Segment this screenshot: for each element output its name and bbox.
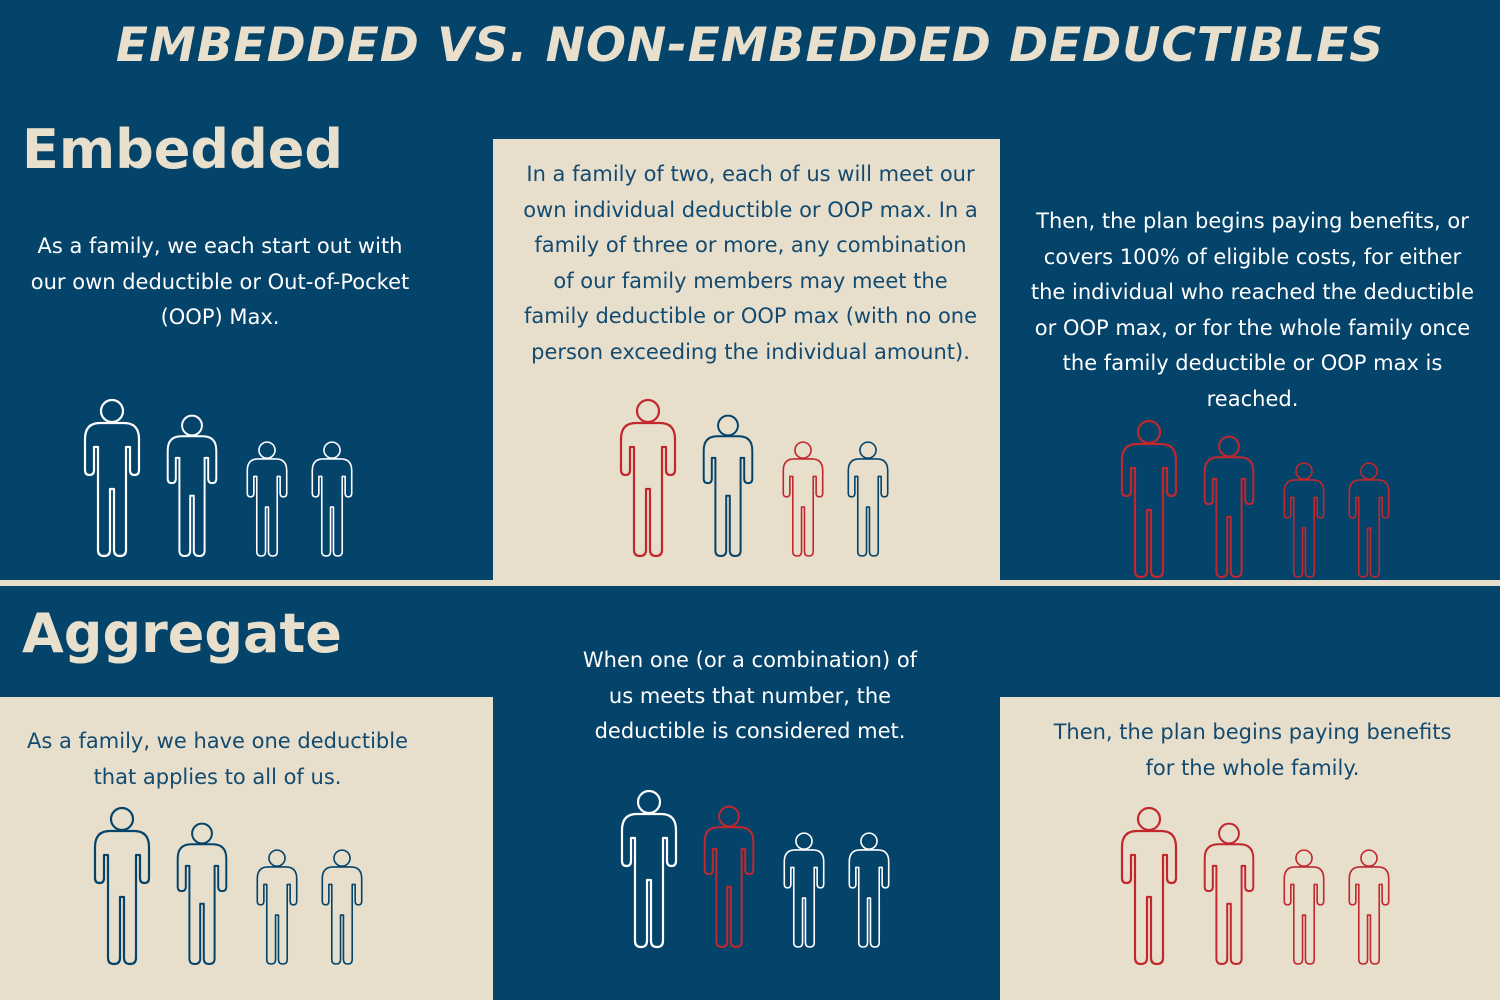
person-child-1-icon [783, 832, 825, 948]
person-adult-1-icon [1120, 806, 1178, 966]
aggregate-step3-text: Then, the plan begins paying benefits fo… [1053, 720, 1452, 780]
aggregate-step2-text: When one (or a combination) of us meets … [582, 648, 918, 743]
embedded-step1-text: As a family, we each start out with our … [30, 234, 410, 329]
person-adult-2-icon [1203, 822, 1255, 965]
person-child-1-icon [782, 441, 824, 557]
aggregate-step1-family-icon [93, 806, 363, 966]
embedded-step1-family-icon [83, 398, 353, 558]
person-adult-1-icon [1120, 419, 1178, 579]
embedded-heading: Embedded [22, 118, 344, 181]
person-child-2-icon [848, 832, 890, 948]
aggregate-heading: Aggregate [22, 602, 342, 665]
person-adult-2-icon [1203, 435, 1255, 578]
person-adult-2-icon [703, 805, 755, 948]
person-adult-2-icon [702, 414, 754, 557]
person-adult-1-icon [620, 789, 678, 949]
person-child-2-icon [311, 441, 353, 557]
person-adult-2-icon [166, 414, 218, 557]
embedded-step2-text: In a family of two, each of us will meet… [523, 162, 978, 364]
person-adult-1-icon [619, 398, 677, 558]
aggregate-step2-family-icon [620, 789, 890, 949]
person-adult-1-icon [83, 398, 141, 558]
person-child-1-icon [246, 441, 288, 557]
person-child-2-icon [1348, 849, 1390, 965]
person-child-1-icon [1283, 462, 1325, 578]
aggregate-step3-family-icon [1120, 806, 1390, 966]
person-adult-1-icon [93, 806, 151, 966]
person-child-1-icon [1283, 849, 1325, 965]
embedded-step3-text: Then, the plan begins paying benefits, o… [1030, 209, 1475, 411]
page-title: EMBEDDED VS. NON-EMBEDDED DEDUCTIBLES [115, 18, 1385, 73]
aggregate-step1-panel [0, 697, 493, 1000]
person-child-1-icon [256, 849, 298, 965]
section-divider [0, 580, 1500, 586]
person-child-2-icon [321, 849, 363, 965]
embedded-step2-panel [493, 139, 1000, 585]
embedded-step3-family-icon [1120, 419, 1390, 579]
aggregate-step1-text: As a family, we have one deductible that… [26, 729, 408, 789]
embedded-step2-family-icon [619, 398, 889, 558]
person-child-2-icon [847, 441, 889, 557]
person-child-2-icon [1348, 462, 1390, 578]
person-adult-2-icon [176, 822, 228, 965]
